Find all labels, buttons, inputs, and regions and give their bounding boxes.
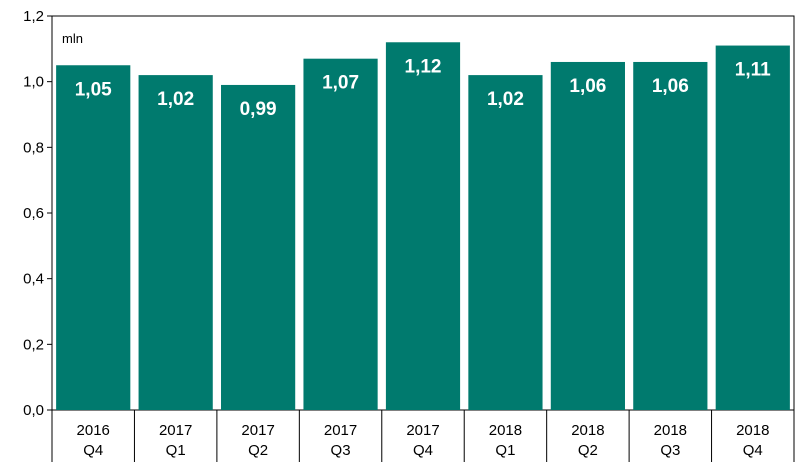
x-category-year-label: 2017: [324, 422, 357, 439]
x-axis: 2016 Q4 2017 Q1 2017 Q2 2017 Q3 2017 Q4 2018 Q1 2018…: [51, 410, 795, 462]
x-category-quarter-label: Q2: [248, 442, 268, 459]
bar-value-label: 0,99: [240, 99, 277, 120]
x-category-year-label: 2016: [77, 422, 110, 439]
bar-value-label: 1,06: [652, 76, 689, 97]
x-category-year-label: 2018: [736, 422, 769, 439]
bar-value-label: 1,05: [75, 79, 112, 100]
x-category-quarter-label: Q1: [495, 442, 515, 459]
bar: [468, 75, 543, 410]
bars-group: 1,05 1,02 0,99 1,07 1,12 1,02 1,06 1,06 1,11: [56, 42, 790, 411]
y-tick-label: 1,0: [23, 74, 44, 91]
unit-label: mln: [62, 31, 83, 46]
bar: [138, 75, 213, 410]
bar: [385, 42, 461, 411]
x-category-year-label: 2018: [571, 422, 604, 439]
x-category-quarter-label: Q3: [331, 442, 351, 459]
x-category-quarter-label: Q4: [743, 442, 763, 459]
y-tick-label: 0,6: [23, 205, 44, 222]
x-category-quarter-label: Q3: [660, 442, 680, 459]
bar-value-label: 1,02: [157, 89, 194, 110]
y-tick-label: 0,8: [23, 139, 44, 156]
x-category-year-label: 2017: [406, 422, 439, 439]
bar-value-label: 1,02: [487, 89, 524, 110]
bar: [633, 61, 708, 410]
x-category-year-label: 2018: [489, 422, 522, 439]
y-tick-label: 0,0: [23, 402, 44, 419]
bar: [221, 84, 296, 410]
bar-value-label: 1,07: [322, 73, 359, 94]
y-tick-label: 0,2: [23, 336, 44, 353]
y-tick-label: 1,2: [23, 8, 44, 25]
bar: [550, 61, 625, 410]
bar: [715, 45, 790, 411]
bar-value-label: 1,06: [569, 76, 606, 97]
bar: [303, 58, 378, 410]
x-category-quarter-label: Q2: [578, 442, 598, 459]
x-category-quarter-label: Q4: [413, 442, 433, 459]
bar-value-label: 1,11: [735, 60, 771, 81]
y-tick-label: 0,4: [23, 271, 44, 288]
x-category-year-label: 2017: [241, 422, 274, 439]
x-category-quarter-label: Q4: [83, 442, 103, 459]
bar-value-label: 1,12: [405, 56, 442, 77]
bar: [56, 65, 131, 410]
x-category-year-label: 2017: [159, 422, 192, 439]
x-category-year-label: 2018: [654, 422, 687, 439]
y-axis: 0,0 0,2 0,4 0,6 0,8 1,0 1,2: [23, 8, 52, 419]
x-category-quarter-label: Q1: [166, 442, 186, 459]
